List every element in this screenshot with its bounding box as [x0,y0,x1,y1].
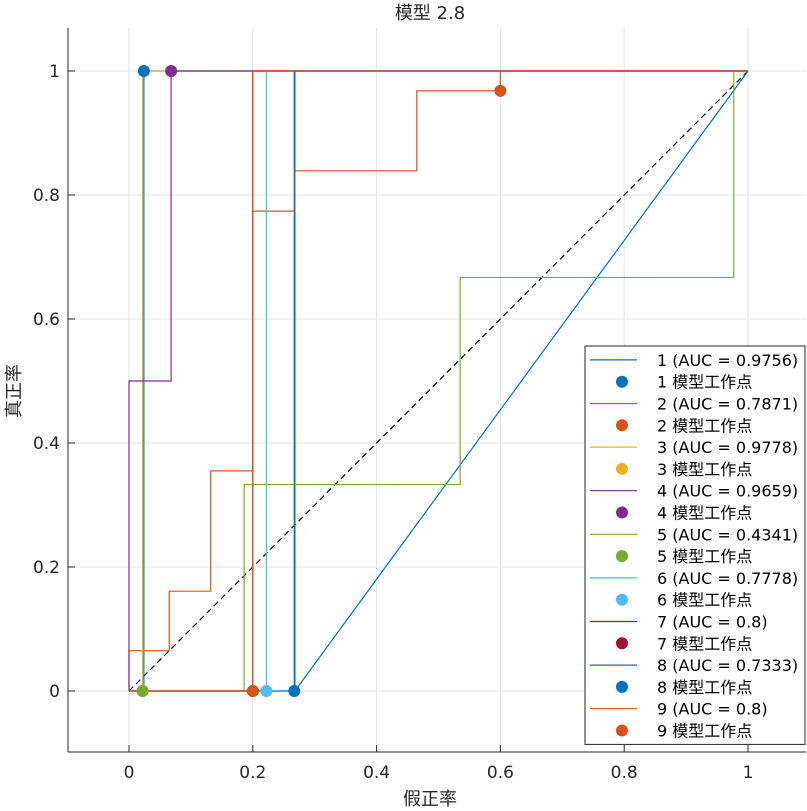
legend-entry-point-6: 6 模型工作点 [657,591,752,610]
legend-entry-point-8: 8 模型工作点 [657,678,752,697]
roc-curve-9 [129,70,748,692]
operating-point-4 [165,65,178,77]
legend-entry-point-7: 7 模型工作点 [657,634,752,653]
x-axis-label: 假正率 [403,789,457,810]
y-axis-label: 真正率 [4,364,25,418]
x-tick-label-3: 0.6 [487,763,514,783]
legend-box [584,345,806,745]
legend-marker-swatch-2 [616,419,628,432]
legend-entry-curve-4: 4 (AUC = 0.9659) [657,482,798,501]
operating-point-1 [137,65,150,77]
y-tick-label-1: 0.2 [33,558,60,578]
legend-entry-curve-3: 3 (AUC = 0.9778) [657,438,798,457]
legend-entry-curve-7: 7 (AUC = 0.8) [657,613,768,632]
chart-title: 模型 2.8 [395,3,465,24]
legend-marker-swatch-8 [616,680,628,693]
operating-points [136,65,507,697]
roc-curve-5 [129,70,748,692]
legend-marker-swatch-4 [616,506,628,519]
legend-marker-swatch-6 [616,593,628,606]
x-tick-label-1: 0.2 [239,763,266,783]
x-tick-label-0: 0 [124,763,135,783]
diagonal-reference [128,70,749,692]
roc-curves [128,70,749,693]
legend-entry-point-4: 4 模型工作点 [657,504,752,523]
diagonal-line [128,70,749,692]
legend-entry-point-2: 2 模型工作点 [657,416,752,435]
y-tick-label-3: 0.6 [33,310,60,330]
operating-point-9 [246,685,259,697]
x-tick-label-5: 1 [743,763,754,783]
legend-marker-swatch-3 [616,462,628,475]
legend-marker-swatch-1 [616,375,628,388]
legend-entry-point-5: 5 模型工作点 [657,547,752,566]
y-tick-label-4: 0.8 [33,186,60,206]
legend-entry-curve-5: 5 (AUC = 0.4341) [657,525,798,544]
legend-marker-swatch-9 [616,724,628,737]
legend: 1 (AUC = 0.9756) 1 模型工作点 2 (AUC = 0.7871) 2… [584,345,806,745]
x-tick-label-4: 0.8 [611,763,638,783]
x-tick-label-2: 0.4 [363,763,390,783]
y-tick-label-0: 0 [49,682,60,702]
axes [67,28,806,753]
legend-entry-point-3: 3 模型工作点 [657,460,752,479]
operating-point-2 [494,84,507,97]
y-tick-label-5: 1 [49,62,60,82]
tick-labels: 0 0.2 0.4 0.6 0.8 1 0 0.2 0.4 0.6 0.8 1 [33,62,753,783]
legend-entry-curve-2: 2 (AUC = 0.7871) [657,395,798,414]
legend-entry-point-1: 1 模型工作点 [657,373,752,392]
legend-entry-curve-8: 8 (AUC = 0.7333) [657,656,798,675]
operating-point-8 [288,685,301,697]
y-tick-label-2: 0.4 [33,434,60,454]
operating-point-5 [136,685,149,697]
legend-entry-curve-9: 9 (AUC = 0.8) [657,700,768,719]
legend-marker-swatch-7 [616,637,628,650]
legend-entry-point-9: 9 模型工作点 [657,722,752,741]
legend-entry-curve-1: 1 (AUC = 0.9756) [657,351,798,370]
legend-entry-curve-6: 6 (AUC = 0.7778) [657,569,798,588]
operating-point-6 [260,685,273,697]
legend-marker-swatch-5 [616,550,628,563]
